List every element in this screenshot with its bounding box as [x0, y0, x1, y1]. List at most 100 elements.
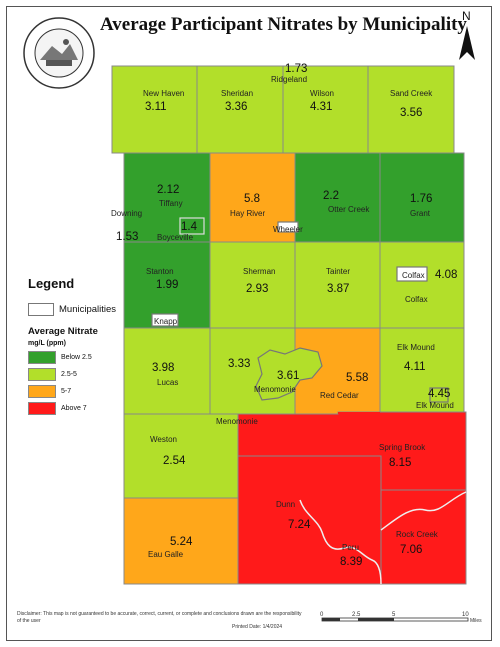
value-otter-creek: 2.2 — [323, 190, 339, 202]
town-lucas[interactable] — [123, 327, 211, 415]
label-rock-creek: Rock Creek — [396, 530, 439, 539]
north-arrow-letter: N — [462, 9, 471, 23]
disclaimer-text: Disclaimer: This map is not guaranteed t… — [17, 611, 302, 624]
village-colfax-boundary[interactable] — [396, 266, 428, 282]
value-rock-creek: 7.06 — [400, 544, 422, 556]
label-menomonie-town: Menomonie — [216, 417, 258, 426]
value-colfax-village: 4.08 — [435, 269, 457, 281]
village-wheeler-boundary[interactable] — [277, 221, 299, 233]
value-grant: 1.76 — [410, 193, 432, 205]
value-elk-mound-village: 4.45 — [428, 388, 450, 400]
label-peru: Peru — [342, 543, 359, 552]
label-dunn: Dunn — [276, 500, 295, 509]
legend-unit: mg/L (ppm) — [28, 340, 66, 347]
label-menomonie-city: Menomonie — [254, 385, 296, 394]
label-colfax-town: Colfax — [405, 295, 428, 304]
value-lucas: 3.98 — [152, 362, 174, 374]
value-spring-brook: 8.15 — [389, 457, 411, 469]
town-colfax[interactable] — [379, 241, 465, 329]
value-wilson: 4.31 — [310, 101, 332, 113]
value-peru: 8.39 — [340, 556, 362, 568]
scale-tick-5: 5 — [392, 612, 396, 618]
label-tiffany: Tiffany — [159, 199, 183, 208]
scale-tick-0: 0 — [320, 612, 324, 618]
municipalities-label: Municipalities — [59, 304, 117, 315]
legend-swatch-below-2-5 — [28, 351, 56, 364]
town-elk-mound[interactable] — [379, 327, 465, 415]
legend-class-row: 5-7 — [28, 385, 138, 398]
scale-unit: Miles — [470, 618, 482, 624]
legend-class-label: Above 7 — [61, 405, 87, 412]
town-sand-creek[interactable] — [367, 65, 455, 154]
label-hay-river: Hay River — [230, 209, 265, 218]
value-tainter: 3.87 — [327, 283, 349, 295]
value-eau-galle: 5.24 — [170, 536, 193, 548]
legend-swatch-above-7 — [28, 402, 56, 415]
label-weston: Weston — [150, 435, 177, 444]
legend-title: Legend — [28, 276, 75, 291]
legend-class-row: Below 2.5 — [28, 351, 138, 364]
legend-swatch-2-5-to-5 — [28, 368, 56, 381]
town-eau-galle[interactable] — [123, 497, 239, 585]
label-otter-creek: Otter Creek — [328, 205, 370, 214]
printed-date: Printed Date: 1/4/2024 — [232, 624, 283, 630]
value-hay-river: 5.8 — [244, 193, 260, 205]
legend-class-label: 2.5-5 — [61, 371, 77, 378]
label-knapp: Knapp — [154, 317, 178, 326]
town-weston[interactable] — [123, 413, 239, 499]
label-elk-mound-village: Elk Mound — [416, 401, 454, 410]
town-rock-creek[interactable] — [380, 489, 467, 585]
town-dunn[interactable] — [237, 455, 382, 585]
value-tiffany: 2.12 — [157, 184, 179, 196]
label-sherman: Sherman — [243, 267, 275, 276]
town-tainter[interactable] — [294, 241, 381, 329]
village-elk-mound-boundary[interactable] — [429, 387, 449, 403]
label-eau-galle: Eau Galle — [148, 550, 184, 559]
village-knapp-boundary[interactable] — [151, 313, 179, 327]
map-title: Average Participant Nitrates by Municipa… — [100, 14, 467, 35]
city-menomonie-boundary[interactable] — [255, 347, 323, 401]
town-sheridan[interactable] — [196, 65, 284, 154]
village-boyceville-boundary[interactable] — [179, 217, 205, 235]
scale-bar: 0 2.5 5 10 Miles — [320, 612, 482, 624]
value-boyceville: 1.4 — [181, 221, 198, 233]
label-downing: Downing — [111, 209, 142, 218]
label-spring-brook: Spring Brook — [379, 443, 426, 452]
value-red-cedar: 5.58 — [346, 372, 368, 384]
label-boyceville: Boyceville — [157, 233, 194, 242]
legend: Legend Municipalities Average Nitrate mg… — [28, 276, 138, 419]
label-tainter: Tainter — [326, 267, 350, 276]
legend-class-row: 2.5-5 — [28, 368, 138, 381]
value-new-haven: 3.11 — [145, 101, 167, 113]
label-sand-creek: Sand Creek — [390, 89, 433, 98]
red-cedar-river — [299, 499, 382, 585]
label-stanton: Stanton — [146, 267, 174, 276]
value-elk-mound-town: 4.11 — [404, 361, 426, 373]
legend-class-row: Above 7 — [28, 402, 138, 415]
legend-swatch-5-to-7 — [28, 385, 56, 398]
value-menomonie-town: 3.33 — [228, 358, 250, 370]
label-colfax-village: Colfax — [402, 271, 425, 280]
legend-class-label: 5-7 — [61, 388, 72, 395]
value-weston: 2.54 — [163, 455, 186, 467]
label-red-cedar: Red Cedar — [320, 391, 359, 400]
map-frame — [6, 6, 492, 641]
label-grant: Grant — [410, 209, 431, 218]
town-otter-creek[interactable] — [294, 152, 381, 243]
chippewa-river — [380, 491, 467, 531]
value-dunn: 7.24 — [288, 519, 311, 531]
scale-tick-10: 10 — [462, 612, 469, 618]
county-seal-logo-icon — [23, 17, 95, 89]
label-ridgeland: Ridgeland — [271, 75, 307, 84]
town-grant[interactable] — [379, 152, 465, 243]
value-downing: 1.53 — [116, 231, 138, 243]
label-sheridan: Sheridan — [221, 89, 253, 98]
town-sherman[interactable] — [209, 241, 296, 329]
legend-municipalities: Municipalities — [28, 303, 138, 316]
value-sherman: 2.93 — [246, 283, 268, 295]
label-elk-mound-town: Elk Mound — [397, 343, 435, 352]
town-tiffany[interactable] — [123, 152, 211, 243]
value-sand-creek: 3.56 — [400, 107, 422, 119]
municipality-swatch — [28, 303, 54, 316]
